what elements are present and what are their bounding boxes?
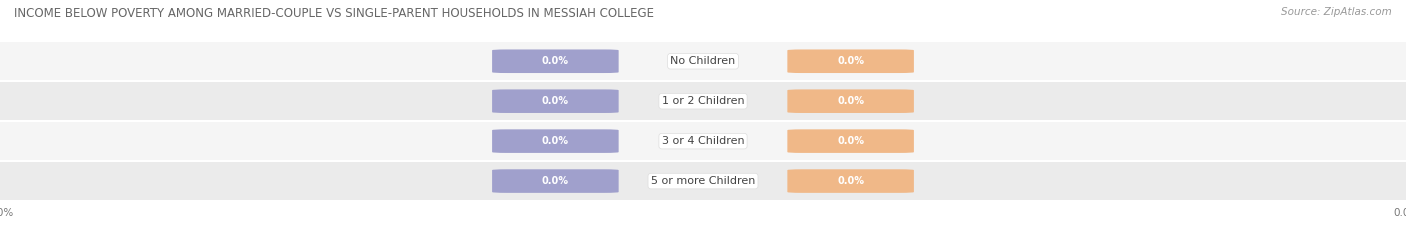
Text: 0.0%: 0.0% [837,136,865,146]
Bar [0,121,1406,161]
Text: 0.0%: 0.0% [541,136,569,146]
FancyBboxPatch shape [787,89,914,113]
FancyBboxPatch shape [787,129,914,153]
FancyBboxPatch shape [492,89,619,113]
Text: 0.0%: 0.0% [837,56,865,66]
Text: Source: ZipAtlas.com: Source: ZipAtlas.com [1281,7,1392,17]
FancyBboxPatch shape [492,129,619,153]
Bar [0,41,1406,81]
Text: 5 or more Children: 5 or more Children [651,176,755,186]
Text: 0.0%: 0.0% [541,96,569,106]
Text: 0.0%: 0.0% [541,56,569,66]
Bar [0,81,1406,121]
Text: INCOME BELOW POVERTY AMONG MARRIED-COUPLE VS SINGLE-PARENT HOUSEHOLDS IN MESSIAH: INCOME BELOW POVERTY AMONG MARRIED-COUPL… [14,7,654,20]
Text: 0.0%: 0.0% [541,176,569,186]
Bar [0,161,1406,201]
Text: No Children: No Children [671,56,735,66]
FancyBboxPatch shape [787,169,914,193]
Text: 0.0%: 0.0% [837,96,865,106]
Text: 3 or 4 Children: 3 or 4 Children [662,136,744,146]
FancyBboxPatch shape [492,49,619,73]
Text: 1 or 2 Children: 1 or 2 Children [662,96,744,106]
Text: 0.0%: 0.0% [837,176,865,186]
FancyBboxPatch shape [492,169,619,193]
FancyBboxPatch shape [787,49,914,73]
